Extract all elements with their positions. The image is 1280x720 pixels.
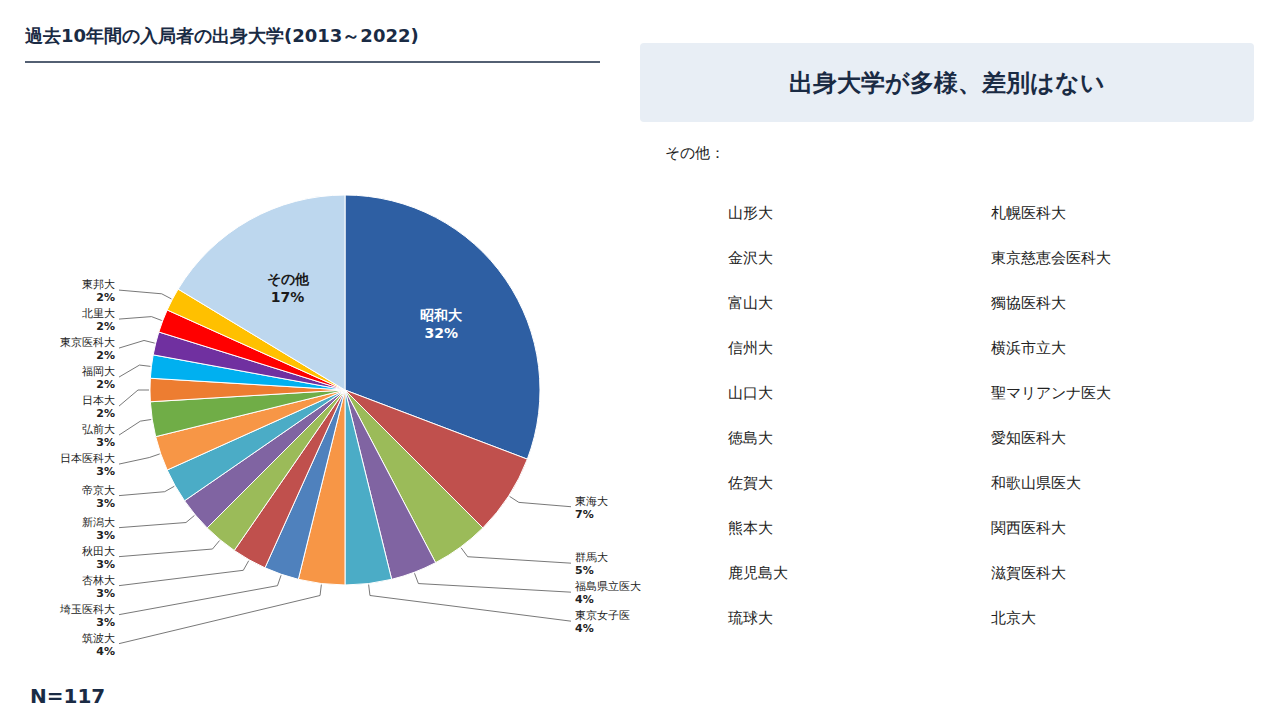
slice-label: 昭和大 [420, 307, 463, 323]
slice-label: 埼玉医科大 [59, 603, 115, 616]
list-item: 富山大 [728, 294, 773, 312]
list-item: 関西医科大 [991, 519, 1066, 537]
subtitle-box [640, 43, 1254, 122]
slice-label: 福島県立医大 [575, 580, 641, 593]
leader-line [119, 290, 171, 299]
leader-line [119, 486, 174, 495]
slice-value: 3% [96, 587, 115, 600]
slice-label: 群馬大 [575, 551, 608, 564]
pie [150, 195, 540, 585]
leader-lines [119, 290, 571, 644]
slice-value: 5% [575, 564, 594, 577]
leader-line [119, 317, 162, 321]
list-item: 聖マリアンナ医大 [991, 384, 1111, 402]
leader-line [119, 561, 249, 586]
slice-value: 4% [96, 645, 115, 658]
leader-line [119, 365, 150, 377]
leader-line [119, 454, 160, 464]
slice-value: 3% [96, 529, 115, 542]
n-label: N=117 [30, 684, 105, 708]
leader-line [119, 390, 149, 406]
slice-label: 東海大 [575, 495, 608, 508]
slice-value: 3% [96, 558, 115, 571]
chart: 過去10年間の入局者の出身大学(2013～2022) 出身大学が多様、差別はない昭… [0, 0, 1280, 720]
pie-slice [345, 390, 392, 585]
slice-value: 3% [96, 616, 115, 629]
slice-label: 帝京大 [82, 484, 115, 497]
list-item: 東京慈恵会医科大 [991, 249, 1111, 267]
leader-line [119, 585, 321, 644]
list-item: 和歌山県医大 [991, 474, 1081, 492]
slice-label: 弘前大 [82, 423, 115, 436]
slice-value: 4% [575, 622, 594, 635]
pie-slice [178, 195, 345, 390]
title-underline [25, 61, 600, 63]
leader-line [369, 585, 571, 622]
slice-value: 3% [96, 436, 115, 449]
slice-label: 筑波大 [82, 632, 115, 645]
slice-label: 日本医科大 [60, 452, 115, 465]
slice-value: 3% [96, 465, 115, 478]
slice-value: 2% [96, 291, 115, 304]
list-item: 札幌医科大 [991, 204, 1066, 222]
list-item: 獨協医科大 [991, 294, 1066, 312]
leader-line [461, 548, 571, 563]
slice-label: 日本大 [82, 394, 115, 407]
slice-label: 福岡大 [82, 365, 115, 378]
list-heading: その他： [665, 144, 725, 162]
list-item: 山形大 [728, 204, 773, 222]
leader-line [119, 515, 194, 527]
list-item: 琉球大 [728, 609, 773, 627]
list-item: 愛知医科大 [991, 429, 1066, 447]
leader-line [119, 541, 220, 557]
slice-label: 新潟大 [82, 516, 115, 529]
slice-label: 秋田大 [82, 545, 115, 558]
slice-label: 杏林大 [82, 574, 115, 587]
list-item: 鹿児島大 [728, 564, 788, 582]
leader-line [510, 496, 571, 506]
slice-label: 北里大 [82, 307, 115, 320]
slice-label: 東京女子医 [575, 609, 630, 622]
slice-label: 東京医科大 [60, 336, 115, 349]
list-item: 金沢大 [728, 249, 773, 267]
slice-label: 東邦大 [82, 278, 115, 291]
slice-value: 4% [575, 593, 594, 606]
leader-line [415, 573, 571, 592]
list-item: 横浜市立大 [991, 339, 1066, 357]
leader-line [119, 575, 281, 614]
list-item: 滋賀医科大 [991, 564, 1066, 582]
leader-line [119, 419, 151, 435]
page: {"chart_data": { "type": "pie", "title":… [0, 0, 1280, 720]
subtitle: 出身大学が多様、差別はない [789, 69, 1105, 97]
list-item: 信州大 [728, 339, 773, 357]
list-item: 佐賀大 [728, 474, 773, 492]
list-item: 徳島大 [728, 429, 773, 447]
list-item: 熊本大 [728, 519, 773, 537]
other-list: 山形大金沢大富山大信州大山口大徳島大佐賀大熊本大鹿児島大琉球大 札幌医科大東京慈恵… [728, 204, 1111, 627]
slice-value: 2% [96, 320, 115, 333]
slice-value: 2% [96, 378, 115, 391]
slice-value: 7% [575, 508, 594, 521]
slice-value: 3% [96, 497, 115, 510]
data-labels: 昭和大32%その他17%東邦大2%北里大2%東京医科大2%福岡大2%日本大2%弘… [59, 271, 641, 658]
slice-value: 2% [96, 407, 115, 420]
title: 過去10年間の入局者の出身大学(2013～2022) [24, 25, 419, 46]
list-item: 北京大 [991, 609, 1036, 627]
list-item: 山口大 [728, 384, 773, 402]
slice-value: 2% [96, 349, 115, 362]
slice-value: 17% [271, 289, 305, 305]
leader-line [119, 340, 155, 348]
slice-value: 32% [425, 325, 459, 341]
slice-label: その他 [267, 271, 310, 287]
